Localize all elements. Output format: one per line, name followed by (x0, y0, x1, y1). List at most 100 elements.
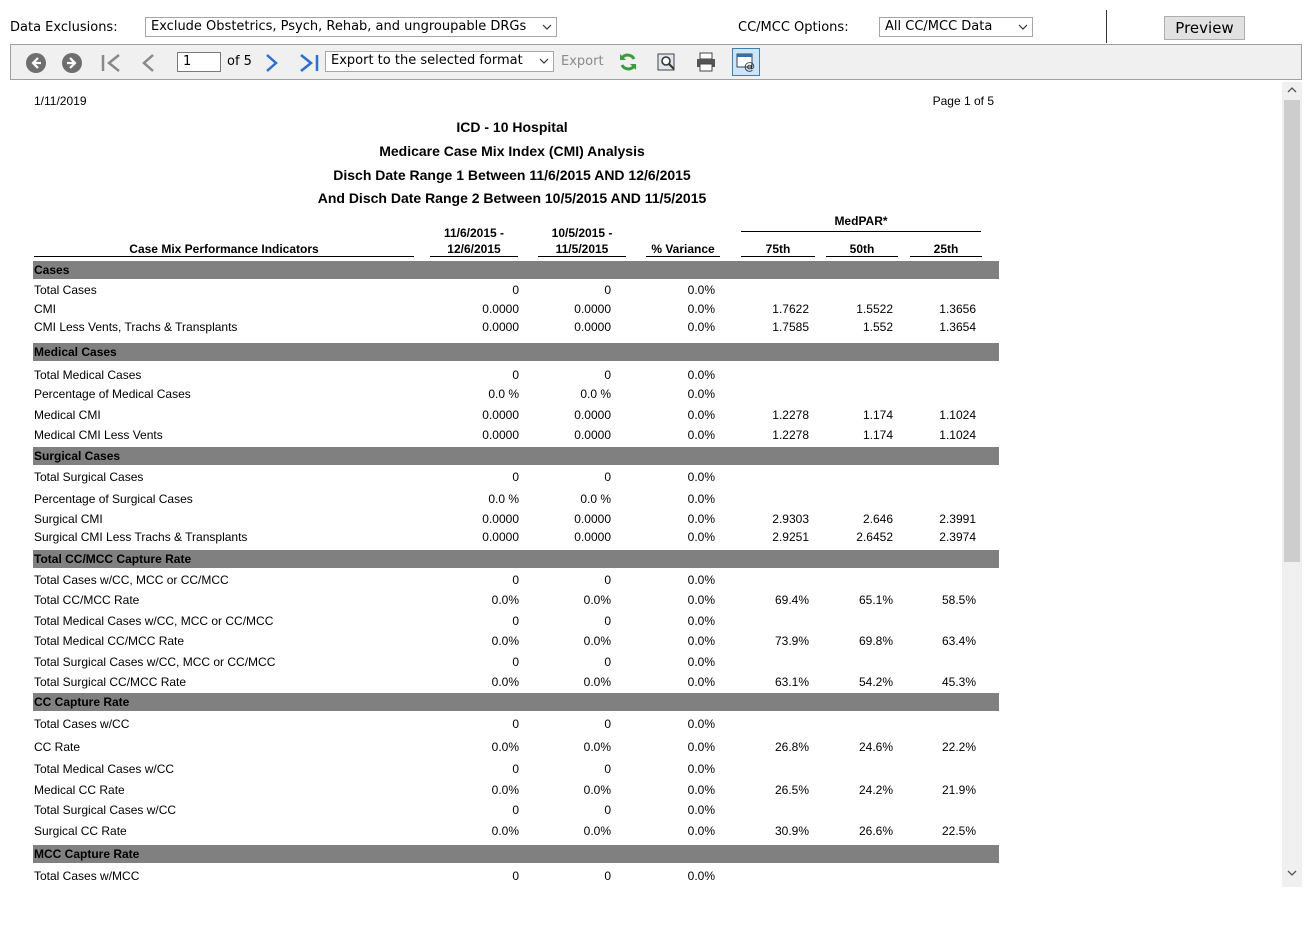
refresh-icon[interactable] (617, 51, 639, 73)
section-header-ccmcc: Total CC/MCC Capture Rate (33, 550, 999, 568)
cell-p25: 2.3974 (939, 530, 976, 544)
cell-r1: 0 (512, 803, 519, 817)
header-underline (538, 256, 626, 257)
row-label: Total Medical Cases w/CC, MCC or CC/MCC (34, 614, 274, 628)
row-label: CMI Less Vents, Trachs & Transplants (34, 320, 238, 334)
cell-var: 0.0% (687, 470, 715, 484)
scroll-up-icon[interactable] (1287, 86, 1297, 94)
cell-r1: 0.0% (491, 634, 519, 648)
previous-page-icon[interactable] (139, 52, 159, 74)
cell-r1: 0.0 % (488, 492, 519, 506)
section-title: CC Capture Rate (34, 695, 130, 709)
section-title: Medical Cases (34, 345, 117, 359)
page-number-input[interactable]: 1 (177, 52, 221, 72)
section-title: Total CC/MCC Capture Rate (34, 552, 192, 566)
print-icon[interactable] (695, 51, 717, 73)
col-medpar-25: 25th (933, 242, 959, 256)
cell-var: 0.0% (687, 387, 715, 401)
cell-p50: 2.646 (862, 512, 893, 526)
cell-r1: 0 (512, 283, 519, 297)
col-range1-line2: 12/6/2015 (447, 242, 501, 256)
cell-p50: 1.174 (862, 428, 893, 442)
row-label: CMI (34, 302, 56, 316)
cell-r2: 0.0% (583, 824, 611, 838)
cell-r2: 0.0% (583, 783, 611, 797)
row-label: Surgical CMI (34, 512, 103, 526)
cell-p50: 1.5522 (856, 302, 893, 316)
cell-r2: 0 (604, 573, 611, 587)
cell-r2: 0.0000 (574, 320, 611, 334)
ccmcc-options-value: All CC/MCC Data (885, 19, 993, 34)
report-title: ICD - 10 Hospital (456, 119, 568, 135)
cell-p50: 65.1% (858, 593, 893, 607)
cell-r2: 0.0 % (580, 492, 611, 506)
cell-r2: 0 (604, 283, 611, 297)
cell-r1: 0 (512, 717, 519, 731)
row-label: Total Cases w/CC (34, 717, 130, 731)
header-underline (646, 256, 720, 257)
col-medpar-50: 50th (849, 242, 875, 256)
cell-r2: 0.0% (583, 740, 611, 754)
col-range1-line1: 11/6/2015 - (443, 226, 505, 240)
col-range2-line1: 10/5/2015 - (551, 226, 613, 240)
cell-r1: 0.0000 (482, 408, 519, 422)
cell-r2: 0 (604, 470, 611, 484)
export-link[interactable]: Export (561, 54, 604, 69)
next-page-icon[interactable] (261, 52, 281, 74)
preview-button[interactable]: Preview (1164, 16, 1245, 40)
cell-r1: 0.0% (491, 593, 519, 607)
cell-r2: 0 (604, 655, 611, 669)
row-label: Total Surgical Cases (34, 470, 144, 484)
svg-text:@: @ (744, 60, 755, 72)
row-label: Total Medical Cases w/CC (34, 762, 175, 776)
data-exclusions-select[interactable]: Exclude Obstetrics, Psych, Rehab, and un… (145, 17, 557, 37)
row-label: Medical CC Rate (34, 783, 125, 797)
cell-p25: 1.1024 (939, 428, 976, 442)
scrollbar-thumb[interactable] (1284, 100, 1300, 562)
cell-p25: 1.3654 (939, 320, 976, 334)
cell-r1: 0.0000 (482, 512, 519, 526)
divider (1106, 10, 1107, 43)
row-label: Total CC/MCC Rate (34, 593, 140, 607)
cell-var: 0.0% (687, 573, 715, 587)
last-page-icon[interactable] (297, 52, 321, 74)
cell-p75: 1.7622 (772, 302, 809, 316)
back-icon[interactable] (25, 52, 47, 74)
cell-var: 0.0% (687, 512, 715, 526)
cell-r2: 0 (604, 717, 611, 731)
cell-var: 0.0% (687, 593, 715, 607)
cell-r1: 0 (512, 470, 519, 484)
cell-p75: 30.9% (774, 824, 809, 838)
cell-p75: 26.8% (774, 740, 809, 754)
cell-var: 0.0% (687, 675, 715, 689)
ccmcc-options-label: CC/MCC Options: (738, 20, 849, 35)
cell-p50: 1.174 (862, 408, 893, 422)
cell-var: 0.0% (687, 634, 715, 648)
header-underline (430, 256, 518, 257)
cell-r2: 0.0000 (574, 302, 611, 316)
cell-r1: 0.0% (491, 740, 519, 754)
ccmcc-options-select[interactable]: All CC/MCC Data (879, 17, 1033, 37)
cell-r1: 0 (512, 368, 519, 382)
section-title: MCC Capture Rate (34, 847, 140, 861)
vertical-scrollbar[interactable] (1282, 82, 1302, 887)
header-underline (34, 256, 414, 257)
row-label: Surgical CC Rate (34, 824, 127, 838)
cell-r1: 0.0% (491, 783, 519, 797)
cell-p25: 1.1024 (939, 408, 976, 422)
cell-r2: 0 (604, 614, 611, 628)
cell-var: 0.0% (687, 869, 715, 883)
email-button[interactable]: @ (732, 48, 760, 76)
cell-var: 0.0% (687, 614, 715, 628)
cell-p75: 1.7585 (772, 320, 809, 334)
report-page-number: Page 1 of 5 (932, 94, 994, 108)
cell-p75: 26.5% (774, 783, 809, 797)
scroll-down-icon[interactable] (1287, 869, 1297, 877)
first-page-icon[interactable] (100, 52, 124, 74)
find-icon[interactable] (656, 51, 678, 73)
header-underline (741, 256, 815, 257)
cell-r1: 0 (512, 762, 519, 776)
forward-icon[interactable] (61, 52, 83, 74)
export-format-select[interactable]: Export to the selected format (325, 51, 554, 72)
cell-p25: 58.5% (941, 593, 976, 607)
